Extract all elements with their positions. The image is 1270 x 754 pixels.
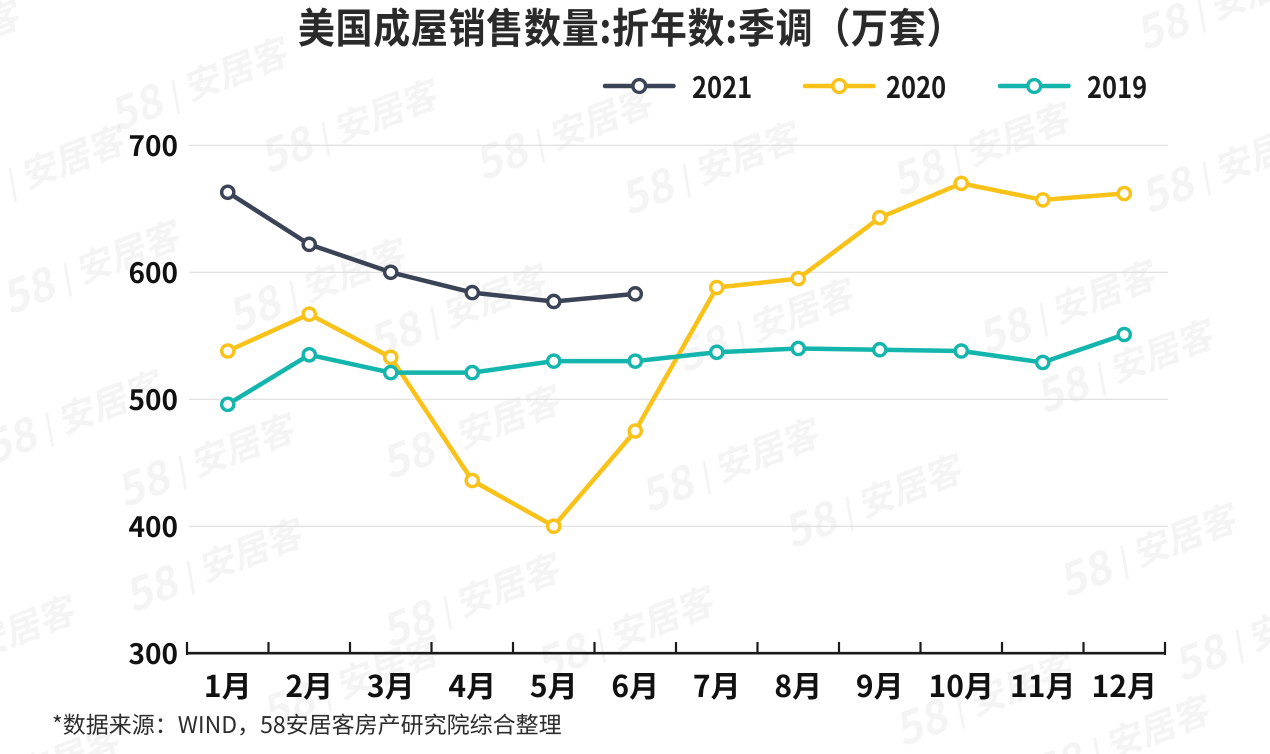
data-point-2021	[545, 293, 562, 310]
data-point-2020	[1116, 185, 1133, 202]
data-point-2021	[382, 264, 399, 281]
data-point-2021	[301, 236, 318, 253]
x-axis-label: 10月	[928, 662, 994, 706]
data-point-2019	[953, 343, 970, 359]
data-point-2021	[464, 284, 481, 301]
data-point-2019	[382, 364, 399, 381]
data-point-2019	[627, 353, 644, 369]
x-axis-label: 11月	[1010, 662, 1076, 706]
data-point-2020	[953, 175, 970, 192]
x-axis-label: 8月	[774, 662, 823, 706]
y-axis-label: 300	[128, 633, 178, 674]
data-point-2020	[790, 270, 807, 287]
data-point-2020	[545, 518, 562, 535]
data-point-2020	[301, 306, 318, 322]
y-axis-label: 500	[128, 379, 178, 420]
data-point-2019	[464, 364, 481, 381]
y-axis-label: 400	[128, 506, 178, 547]
data-point-2019	[708, 344, 725, 361]
series-line-2021	[225, 190, 638, 304]
x-axis-label: 12月	[1091, 662, 1157, 706]
data-point-2019	[790, 340, 807, 357]
chart-title: 美国成屋销售数量:折年数:季调（万套）	[297, 0, 965, 56]
x-axis-label: 5月	[529, 662, 578, 706]
data-point-2020	[708, 279, 725, 296]
data-point-2020	[1034, 192, 1051, 208]
y-axis-label: 700	[128, 125, 178, 166]
data-point-2019	[219, 396, 236, 413]
legend-label-2020: 2020	[886, 64, 947, 108]
data-point-2020	[871, 209, 888, 226]
source-note: *数据来源：WIND，58安居客房产研究院综合整理	[52, 706, 562, 740]
y-axis-label: 600	[128, 252, 178, 293]
x-axis-label: 9月	[855, 662, 904, 706]
data-point-2021	[219, 184, 236, 201]
watermark-tile: 58 | 安居客	[1172, 564, 1270, 695]
data-point-2019	[301, 347, 318, 363]
data-point-2021	[627, 286, 644, 302]
data-point-2019	[1116, 326, 1133, 343]
data-point-2020	[627, 423, 644, 439]
x-axis-label: 2月	[285, 662, 334, 706]
data-point-2020	[219, 343, 236, 359]
series-line-2019	[225, 332, 1127, 407]
x-axis-label: 3月	[366, 662, 415, 706]
data-point-2019	[545, 353, 562, 369]
x-axis-label: 6月	[611, 662, 660, 706]
x-axis-label: 4月	[448, 662, 497, 706]
data-point-2020	[464, 472, 481, 489]
data-point-2019	[1034, 354, 1051, 371]
data-point-2020	[382, 349, 399, 366]
x-axis-label: 7月	[692, 662, 741, 706]
series-line-2020	[225, 181, 1127, 529]
x-axis-label: 1月	[203, 662, 252, 706]
data-point-2019	[871, 341, 888, 358]
legend-label-2019: 2019	[1087, 64, 1148, 108]
legend-label-2021: 2021	[692, 64, 753, 108]
